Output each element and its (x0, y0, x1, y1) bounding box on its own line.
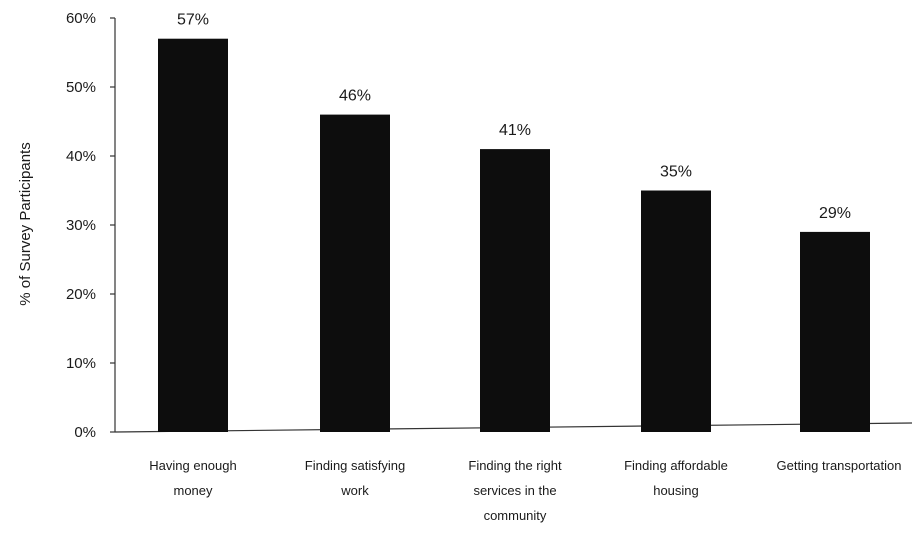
category-label: Finding the right (468, 458, 562, 473)
y-tick-label: 30% (66, 217, 96, 234)
y-tick-label: 40% (66, 148, 96, 165)
data-label: 41% (499, 122, 531, 139)
bar (158, 38, 228, 432)
bar (641, 190, 711, 432)
data-label: 35% (660, 164, 692, 181)
bars (158, 38, 870, 432)
category-label: money (173, 483, 213, 498)
category-label: Getting transportation (776, 458, 901, 473)
data-labels: 57% 46% 41% 35% 29% (177, 12, 851, 222)
category-label: services in the (473, 483, 556, 498)
y-axis-title: % of Survey Participants (17, 142, 34, 305)
category-label: work (340, 483, 369, 498)
data-label: 29% (819, 205, 851, 222)
y-tick-label: 10% (66, 355, 96, 372)
y-tick-label: 50% (66, 79, 96, 96)
category-label: community (484, 508, 547, 523)
y-tick-label: 60% (66, 10, 96, 27)
data-label: 57% (177, 12, 209, 29)
category-labels: Having enough money Finding satisfying work… (149, 458, 901, 523)
category-label: Having enough (149, 458, 236, 473)
category-label: Finding satisfying (305, 458, 405, 473)
bar (800, 231, 870, 432)
category-label: Finding affordable (624, 458, 728, 473)
y-tick-label: 0% (74, 424, 96, 441)
bar (320, 114, 390, 432)
bar (480, 149, 550, 432)
data-label: 46% (339, 88, 371, 105)
y-tick-label: 20% (66, 286, 96, 303)
category-label: housing (653, 483, 699, 498)
y-axis: 0% 10% 20% 30% 40% 50% 60% (66, 10, 116, 441)
